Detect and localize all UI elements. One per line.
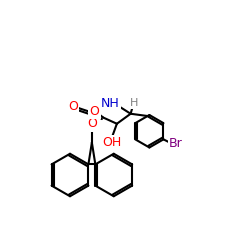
Text: O: O [87, 117, 97, 130]
Text: OH: OH [102, 136, 122, 149]
Text: H: H [130, 98, 138, 108]
Text: NH: NH [101, 97, 120, 110]
Text: O: O [68, 100, 78, 113]
Text: Br: Br [169, 136, 183, 149]
Text: O: O [90, 105, 99, 118]
